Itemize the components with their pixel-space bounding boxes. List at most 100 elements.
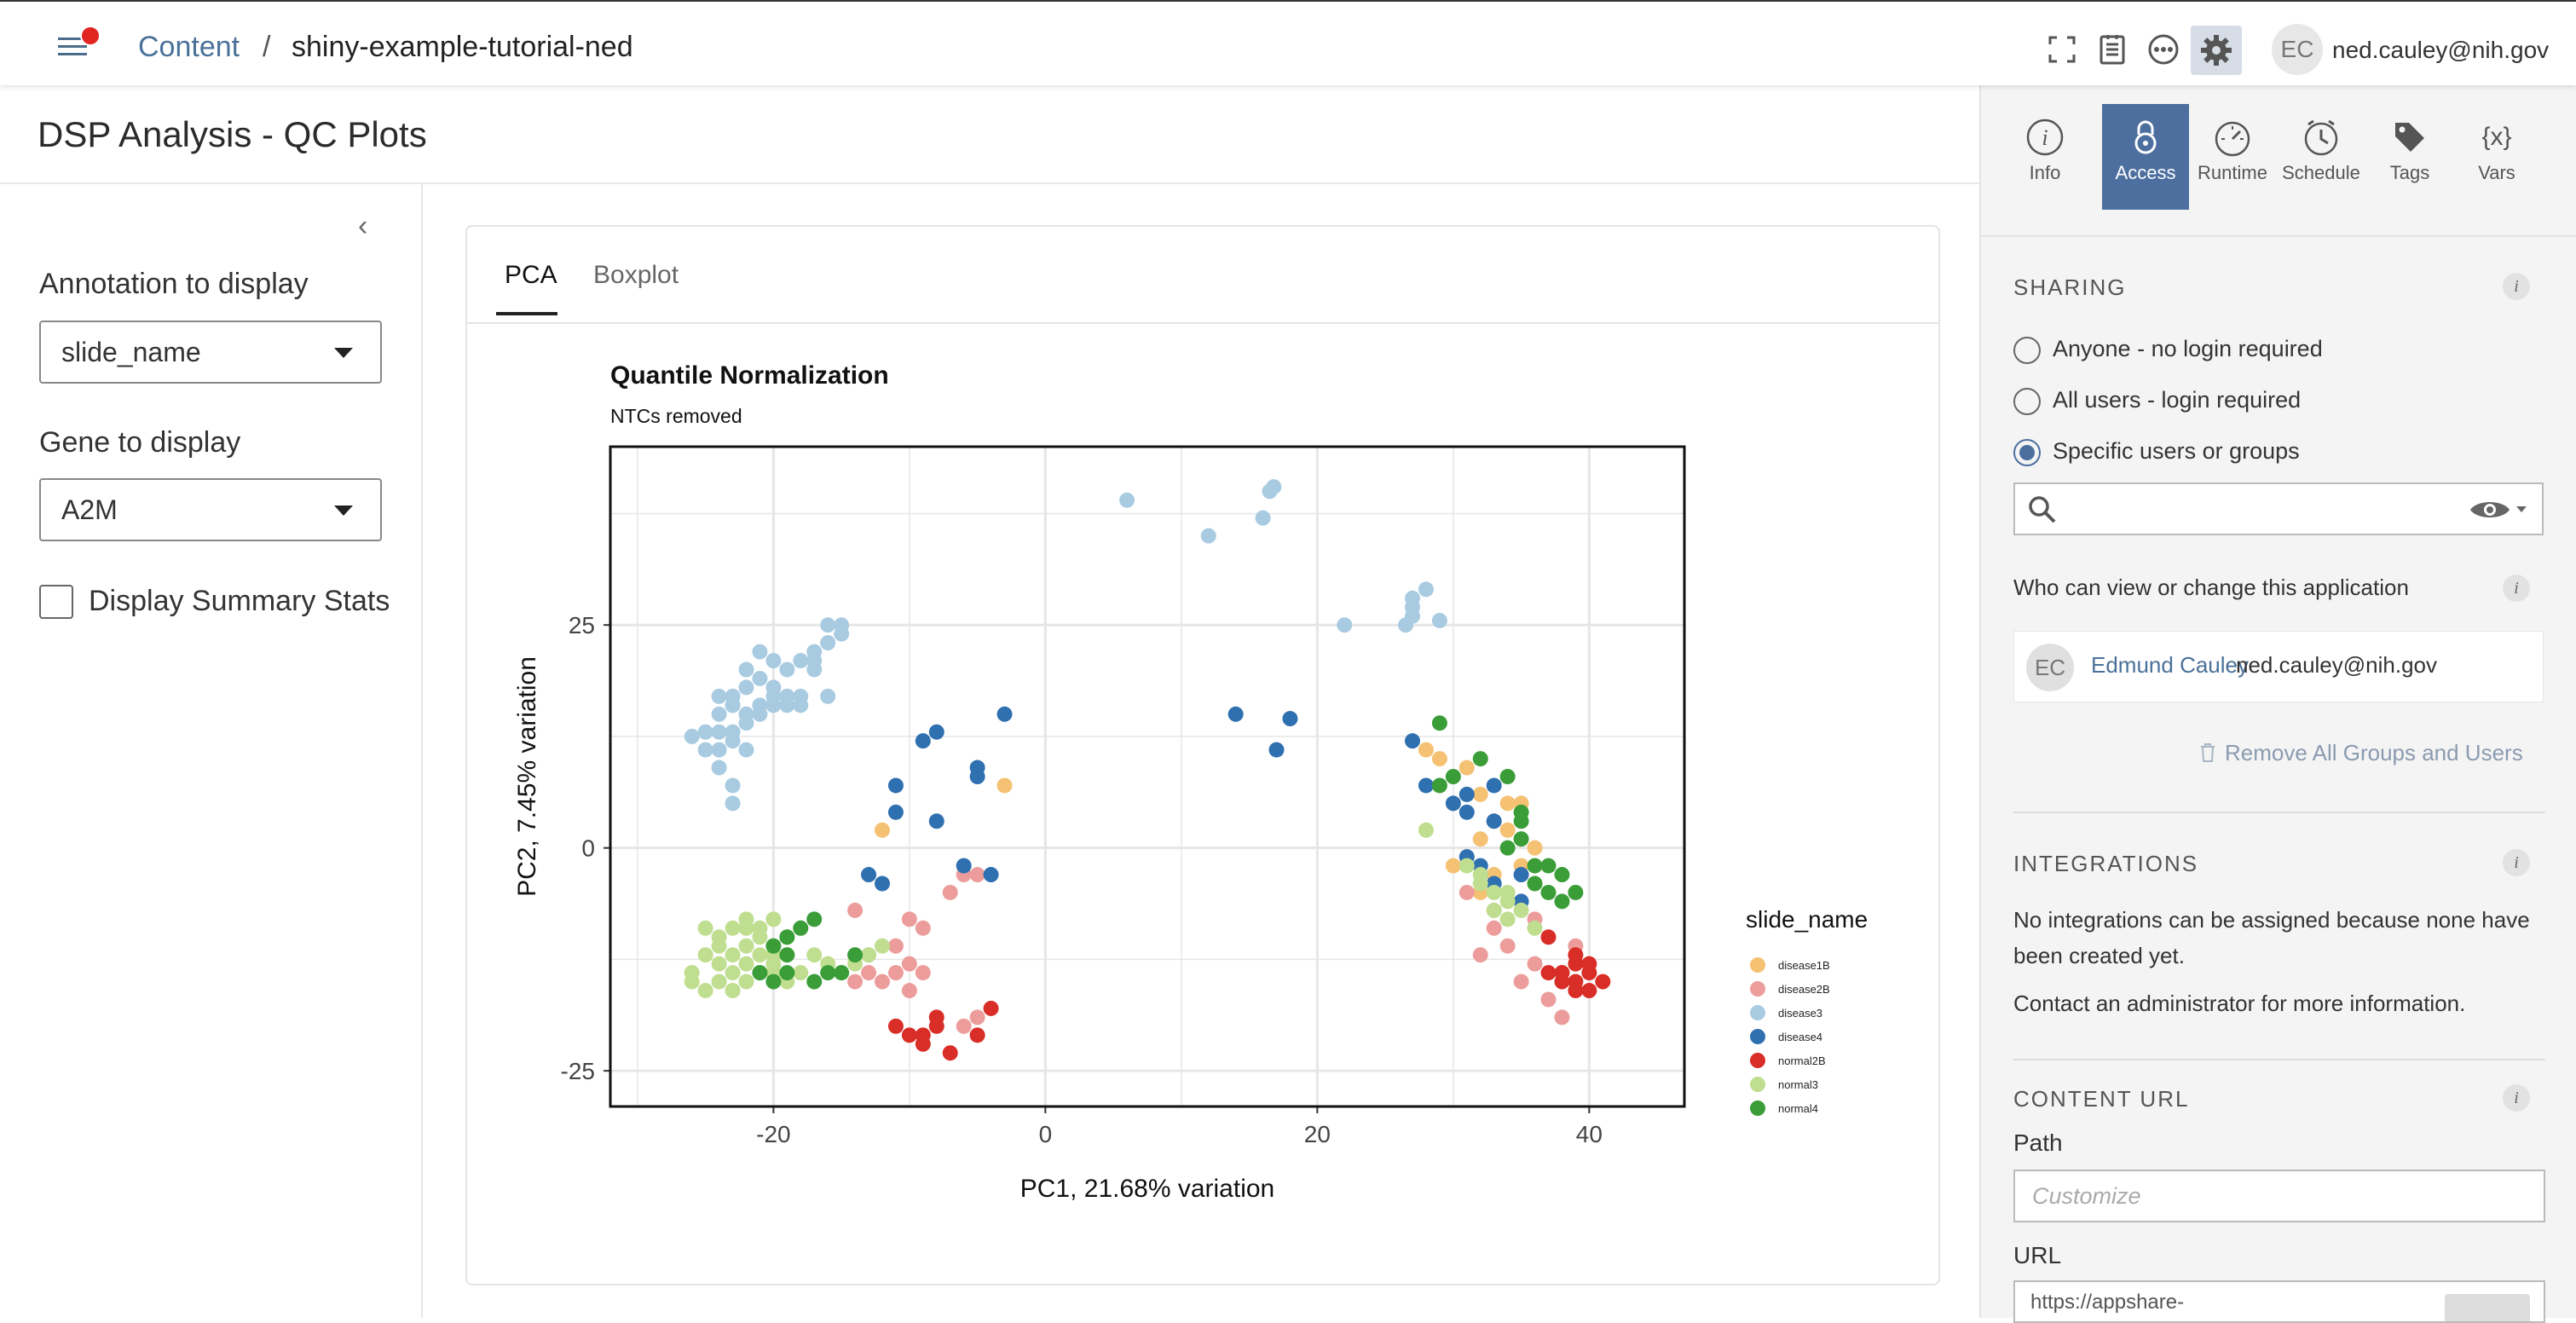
page-title: DSP Analysis - QC Plots bbox=[38, 114, 427, 154]
owner-name-link[interactable]: Edmund Cauley bbox=[2091, 652, 2249, 678]
tab-runtime[interactable]: Runtime bbox=[2189, 104, 2276, 210]
integrations-info-icon[interactable]: i bbox=[2503, 849, 2530, 876]
data-point-disease3 bbox=[697, 724, 713, 740]
radio-anyone[interactable]: Anyone - no login required bbox=[2013, 336, 2323, 364]
tab-pca[interactable]: PCA bbox=[505, 261, 557, 289]
x-tick-label: -20 bbox=[756, 1121, 790, 1147]
data-point-normal3 bbox=[1499, 911, 1516, 927]
summary-stats-label: Display Summary Stats bbox=[89, 585, 390, 617]
gene-select[interactable]: A2M bbox=[39, 478, 382, 541]
data-point-disease1B bbox=[1472, 831, 1488, 847]
integrations-heading: INTEGRATIONS bbox=[2013, 851, 2199, 876]
data-point-disease3 bbox=[765, 653, 782, 669]
data-point-disease3 bbox=[738, 679, 754, 696]
share-search-input[interactable] bbox=[2013, 482, 2544, 535]
radio-circle[interactable] bbox=[2013, 387, 2041, 415]
data-point-disease3 bbox=[752, 697, 768, 713]
clock-icon bbox=[2304, 119, 2338, 156]
data-point-disease2B bbox=[1513, 973, 1529, 990]
data-point-normal3 bbox=[1486, 884, 1502, 900]
data-point-disease4 bbox=[956, 858, 972, 874]
data-point-disease3 bbox=[1255, 510, 1271, 526]
data-point-disease4 bbox=[887, 804, 904, 820]
x-tick-label: 0 bbox=[1039, 1121, 1053, 1147]
tab-tags-label: Tags bbox=[2389, 162, 2430, 183]
radio-circle[interactable] bbox=[2013, 336, 2041, 364]
data-point-disease4 bbox=[928, 813, 944, 829]
data-point-normal3 bbox=[874, 938, 890, 954]
radio-all-label: All users - login required bbox=[2053, 387, 2302, 413]
data-point-normal4 bbox=[1540, 884, 1557, 900]
data-point-normal3 bbox=[738, 973, 754, 990]
tab-info[interactable]: i Info bbox=[2001, 104, 2088, 210]
more-icon[interactable] bbox=[2146, 32, 2180, 66]
data-point-normal4 bbox=[1431, 715, 1447, 731]
chevron-down-icon bbox=[334, 348, 353, 358]
y-tick-label: -25 bbox=[561, 1058, 595, 1084]
annotation-select[interactable]: slide_name bbox=[39, 321, 382, 384]
breadcrumb-content-link[interactable]: Content bbox=[138, 31, 240, 63]
data-point-disease4 bbox=[1458, 786, 1475, 802]
tab-access[interactable]: Access bbox=[2102, 104, 2189, 210]
eye-dropdown-icon[interactable] bbox=[2469, 496, 2532, 523]
path-input[interactable]: Customize bbox=[2013, 1170, 2545, 1222]
data-point-disease4 bbox=[1268, 742, 1285, 758]
data-point-normal3 bbox=[1418, 822, 1434, 838]
sharing-info-icon[interactable]: i bbox=[2503, 273, 2530, 300]
data-point-disease3 bbox=[765, 688, 782, 704]
copy-url-button[interactable] bbox=[2445, 1294, 2530, 1321]
data-point-disease4 bbox=[983, 867, 999, 883]
data-point-disease1B bbox=[1527, 840, 1543, 856]
data-point-disease3 bbox=[779, 688, 795, 704]
data-point-normal3 bbox=[697, 947, 713, 963]
data-point-disease2B bbox=[1527, 956, 1543, 972]
data-point-normal2B bbox=[942, 1045, 958, 1061]
who-can-view-label: Who can view or change this application bbox=[2013, 575, 2409, 600]
fullscreen-icon[interactable] bbox=[2045, 32, 2079, 66]
data-point-disease3 bbox=[793, 653, 809, 669]
report-icon[interactable] bbox=[2095, 32, 2129, 66]
data-point-disease2B bbox=[861, 965, 877, 981]
data-point-disease3 bbox=[711, 724, 727, 740]
who-info-icon[interactable]: i bbox=[2503, 575, 2530, 602]
remove-all-button[interactable]: Remove All Groups and Users bbox=[2199, 740, 2523, 766]
data-point-disease1B bbox=[1431, 751, 1447, 767]
user-email[interactable]: ned.cauley@nih.gov bbox=[2332, 37, 2550, 63]
chart-points bbox=[684, 479, 1611, 1061]
data-point-normal3 bbox=[725, 965, 741, 981]
data-point-normal3 bbox=[725, 947, 741, 963]
avatar[interactable]: EC bbox=[2272, 24, 2323, 75]
tab-schedule[interactable]: Schedule bbox=[2278, 104, 2365, 210]
data-point-disease3 bbox=[779, 662, 795, 678]
tab-info-label: Info bbox=[2029, 162, 2061, 183]
data-point-disease1B bbox=[996, 777, 1013, 794]
menu-icon[interactable] bbox=[53, 34, 90, 60]
x-axis-label: PC1, 21.68% variation bbox=[1020, 1175, 1275, 1203]
data-point-disease4 bbox=[996, 706, 1013, 722]
data-point-disease3 bbox=[1119, 492, 1135, 508]
tab-vars[interactable]: {x} Vars bbox=[2453, 104, 2540, 210]
collapse-chevron-icon[interactable]: ‹ bbox=[358, 210, 368, 242]
settings-button[interactable] bbox=[2191, 26, 2242, 75]
data-point-disease2B bbox=[942, 884, 958, 900]
data-point-normal2B bbox=[901, 1027, 917, 1043]
data-point-disease3 bbox=[711, 706, 727, 722]
radio-all-users[interactable]: All users - login required bbox=[2013, 387, 2301, 415]
tab-tags[interactable]: Tags bbox=[2366, 104, 2453, 210]
data-point-disease2B bbox=[887, 938, 904, 954]
data-point-disease3 bbox=[738, 662, 754, 678]
settings-panel: i Info Access Runtime Schedule Tags {x} … bbox=[1979, 85, 2576, 1323]
radio-specific[interactable]: Specific users or groups bbox=[2013, 438, 2300, 466]
tab-boxplot[interactable]: Boxplot bbox=[593, 261, 679, 289]
data-point-normal4 bbox=[1445, 769, 1461, 784]
y-tick-label: 25 bbox=[569, 612, 595, 638]
radio-circle-selected[interactable] bbox=[2013, 438, 2041, 466]
summary-stats-checkbox[interactable] bbox=[39, 585, 73, 619]
url-field[interactable]: https://appshare- bbox=[2013, 1280, 2545, 1323]
legend-label-normal2B: normal2B bbox=[1778, 1054, 1826, 1067]
data-point-normal3 bbox=[725, 920, 741, 936]
data-point-disease2B bbox=[887, 965, 904, 981]
content-url-info-icon[interactable]: i bbox=[2503, 1084, 2530, 1112]
data-point-disease2B bbox=[1486, 920, 1502, 936]
radio-specific-label: Specific users or groups bbox=[2053, 438, 2300, 464]
